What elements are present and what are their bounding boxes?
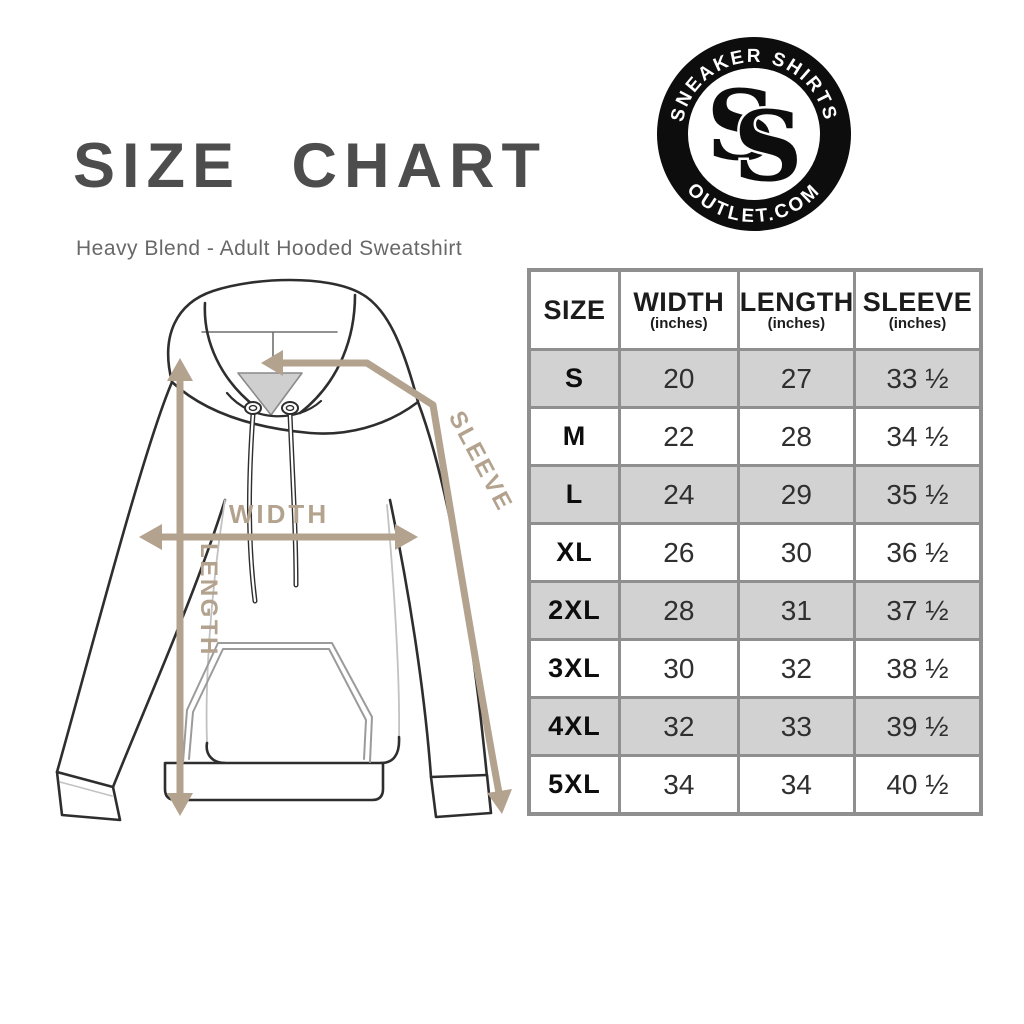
monogram-s-left: S: [706, 69, 775, 182]
cell-width: 26: [617, 522, 740, 583]
table-row: L 24 29 35 ½: [527, 464, 983, 525]
logo-inner-disc: [688, 68, 820, 200]
cell-size: L: [527, 464, 621, 525]
pocket-inner: [188, 648, 367, 760]
cell-length: 31: [736, 580, 856, 641]
sleeve-arrowhead-left-icon: [261, 350, 283, 376]
cell-sleeve: 33 ½: [852, 348, 983, 409]
drawstring-left-core: [248, 412, 257, 603]
hood-opening-right: [298, 293, 357, 415]
sleeve-arrowhead-down-icon: [487, 789, 512, 814]
table-row: M 22 28 34 ½: [527, 406, 983, 467]
col-width-unit: (inches): [650, 314, 708, 332]
eyelet-right: [281, 401, 299, 415]
cell-size: 5XL: [527, 754, 621, 816]
cell-length: 33: [736, 696, 856, 757]
drawstring-right-core: [288, 412, 298, 587]
cell-length: 34: [736, 754, 856, 816]
size-table: SIZE WIDTH (inches) LENGTH (inches) SLEE…: [527, 268, 983, 816]
width-label: WIDTH: [229, 499, 329, 529]
logo-ss-monogram-icon: S S: [706, 69, 805, 206]
left-sleeve-outer: [55, 380, 174, 774]
table-row: 4XL 32 33 39 ½: [527, 696, 983, 757]
brand-logo: SNEAKER SHIRTS OUTLET.COM S S: [657, 37, 851, 231]
width-arrowhead-left-icon: [139, 524, 162, 550]
length-arrowhead-down-icon: [167, 793, 193, 816]
cell-size: 2XL: [527, 580, 621, 641]
left-cuff-seam: [59, 781, 113, 797]
table-row: 2XL 28 31 37 ½: [527, 580, 983, 641]
cell-width: 20: [617, 348, 740, 409]
torso-bottom-left: [205, 741, 227, 765]
col-length-label: LENGTH: [739, 286, 854, 317]
eyelet-left-hole: [248, 404, 258, 412]
col-header-sleeve: SLEEVE (inches): [852, 268, 983, 351]
hoodie-measurement-diagram: WIDTH LENGTH SLEEVE: [55, 278, 518, 822]
cell-length: 32: [736, 638, 856, 699]
cell-size: 4XL: [527, 696, 621, 757]
hood-outline: [166, 278, 420, 435]
cell-length: 29: [736, 464, 856, 525]
cell-sleeve: 37 ½: [852, 580, 983, 641]
cell-length: 28: [736, 406, 856, 467]
hood-opening-left: [203, 301, 259, 410]
cell-width: 32: [617, 696, 740, 757]
pocket-outer: [182, 642, 373, 763]
monogram-s-right: S: [733, 90, 802, 203]
table-row: 5XL 34 34 40 ½: [527, 754, 983, 816]
sleeve-arrow-line: [279, 359, 503, 794]
col-length-unit: (inches): [767, 314, 826, 332]
cell-sleeve: 40 ½: [852, 754, 983, 816]
eyelet-left: [244, 401, 262, 415]
cell-size: 3XL: [527, 638, 621, 699]
col-header-length: LENGTH (inches): [736, 268, 856, 351]
table-row: 3XL 30 32 38 ½: [527, 638, 983, 699]
cell-sleeve: 36 ½: [852, 522, 983, 583]
cell-width: 34: [617, 754, 740, 816]
cell-width: 22: [617, 406, 740, 467]
header-row: SIZE WIDTH (inches) LENGTH (inches) SLEE…: [527, 268, 983, 351]
right-cuff: [429, 773, 493, 819]
eyelet-right-hole: [285, 404, 295, 412]
page-subtitle: Heavy Blend - Adult Hooded Sweatshirt: [76, 237, 463, 260]
col-sleeve-label: SLEEVE: [862, 286, 973, 317]
col-header-width: WIDTH (inches): [617, 268, 740, 351]
cell-width: 28: [617, 580, 740, 641]
length-label: LENGTH: [195, 543, 222, 657]
col-width-label: WIDTH: [633, 286, 725, 317]
table-row: XL 26 30 36 ½: [527, 522, 983, 583]
neck-panel: [237, 372, 303, 416]
cell-sleeve: 38 ½: [852, 638, 983, 699]
table-row: S 20 27 33 ½: [527, 348, 983, 409]
cell-sleeve: 34 ½: [852, 406, 983, 467]
cell-width: 24: [617, 464, 740, 525]
cell-sleeve: 35 ½: [852, 464, 983, 525]
col-header-size: SIZE: [527, 268, 621, 351]
torso-bottom-right: [379, 735, 401, 765]
cell-size: M: [527, 406, 621, 467]
cell-length: 27: [736, 348, 856, 409]
sleeve-label: SLEEVE: [443, 407, 518, 517]
col-size-label: SIZE: [543, 294, 606, 325]
cell-width: 30: [617, 638, 740, 699]
size-table-header: SIZE WIDTH (inches) LENGTH (inches) SLEE…: [527, 268, 983, 351]
cell-size: S: [527, 348, 621, 409]
width-arrowhead-right-icon: [395, 524, 418, 550]
collar-curve: [225, 391, 323, 418]
page-title: SIZE CHART: [73, 131, 547, 201]
left-cuff: [55, 770, 122, 822]
hem-band: [163, 761, 385, 802]
cell-length: 30: [736, 522, 856, 583]
cell-size: XL: [527, 522, 621, 583]
col-sleeve-unit: (inches): [888, 314, 947, 332]
length-arrowhead-up-icon: [167, 358, 193, 381]
cell-sleeve: 39 ½: [852, 696, 983, 757]
size-table-body: S 20 27 33 ½ M 22 28 34 ½ L 24 29 35 ½ XL 26 30 36 ½ 2XL…: [527, 348, 983, 816]
